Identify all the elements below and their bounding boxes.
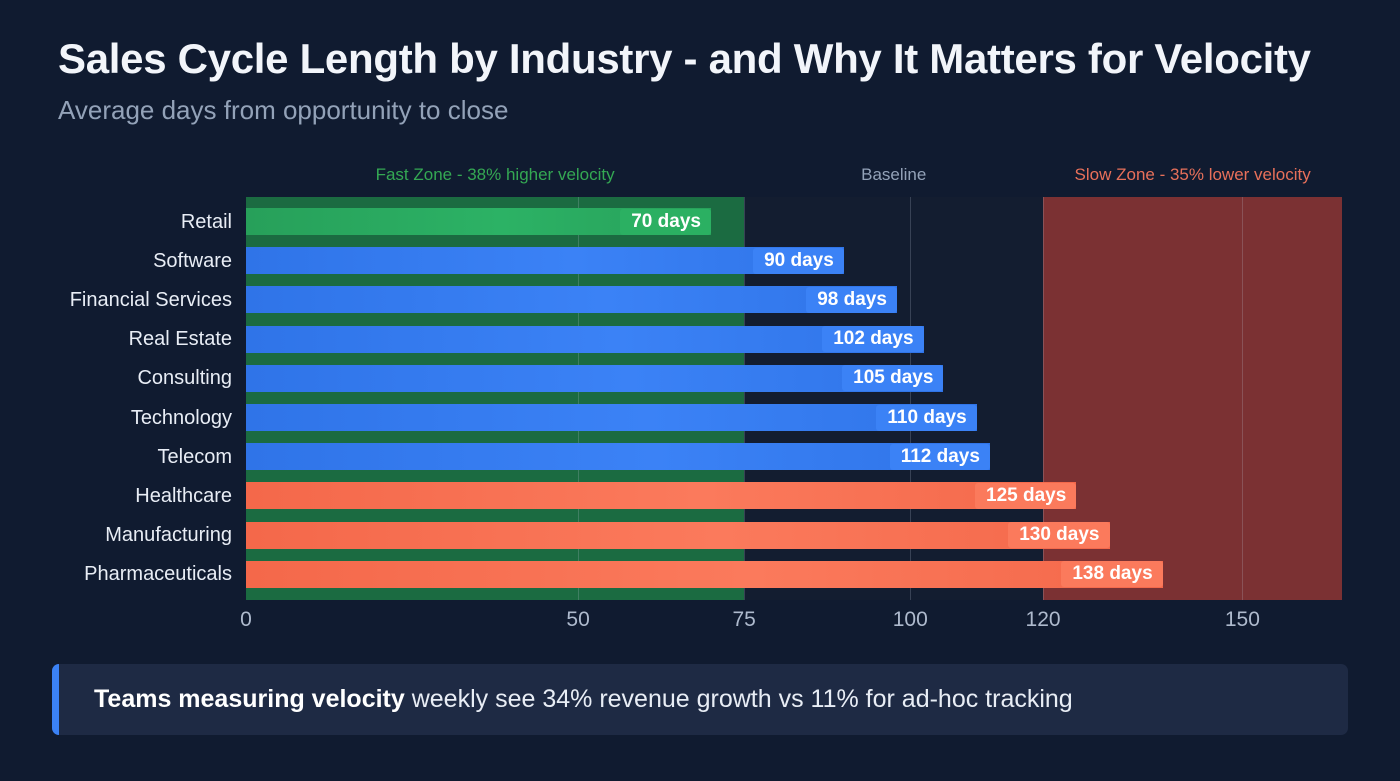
bar-technology[interactable]: 110 days	[246, 404, 977, 431]
bar-consulting[interactable]: 105 days	[246, 364, 944, 392]
footer-accent-bar	[52, 664, 59, 735]
zone-caption-fast: Fast Zone - 38% higher velocity	[375, 165, 615, 184]
chart-plot-area: 70 days 90 days 98 days 102 days 105 days 110…	[246, 197, 1342, 600]
bar-value-label: 70 days	[620, 208, 711, 235]
footer-bold-text: Teams measuring velocity	[94, 685, 405, 713]
bar-pharmaceuticals[interactable]: 138 days	[246, 560, 1163, 588]
page-subtitle: Average days from opportunity to close	[58, 95, 509, 125]
zone-caption-slow: Slow Zone - 35% lower velocity	[1074, 165, 1311, 184]
x-tick-120: 120	[1025, 608, 1061, 631]
bar-value-label: 112 days	[889, 443, 990, 470]
gridline-150	[1242, 197, 1244, 600]
category-label-financial-services: Financial Services	[69, 288, 232, 311]
bar-value-label: 102 days	[822, 326, 924, 353]
gridline-50	[578, 197, 580, 600]
category-label-telecom: Telecom	[157, 445, 232, 468]
bar-retail[interactable]: 70 days	[246, 208, 711, 235]
bar-telecom[interactable]: 112 days	[246, 443, 990, 471]
category-label-software: Software	[153, 249, 232, 272]
gridline-100	[910, 197, 912, 600]
bar-healthcare[interactable]: 125 days	[246, 482, 1077, 510]
category-label-manufacturing: Manufacturing	[105, 524, 232, 547]
bar-value-label: 138 days	[1061, 561, 1163, 588]
gridline-120	[1043, 197, 1045, 600]
zone-caption-baseline: Baseline	[861, 165, 927, 184]
x-tick-150: 150	[1224, 608, 1260, 631]
bar-value-label: 90 days	[753, 247, 844, 274]
footer-callout: Teams measuring velocity weekly see 34% …	[52, 664, 1348, 735]
category-label-retail: Retail	[180, 210, 232, 233]
x-tick-50: 50	[566, 608, 590, 631]
category-label-real-estate: Real Estate	[128, 328, 232, 351]
page-title: Sales Cycle Length by Industry - and Why…	[58, 35, 1311, 82]
bar-real-estate[interactable]: 102 days	[246, 325, 924, 353]
x-tick-75: 75	[732, 608, 756, 631]
bar-value-label: 105 days	[842, 365, 944, 392]
bar-manufacturing[interactable]: 130 days	[246, 521, 1110, 549]
footer-callout-text: Teams measuring velocity weekly see 34% …	[59, 685, 1073, 714]
bar-value-label: 130 days	[1008, 522, 1110, 549]
bar-financial-services[interactable]: 98 days	[246, 286, 897, 314]
category-label-consulting: Consulting	[137, 367, 232, 390]
bar-value-label: 110 days	[876, 404, 977, 431]
category-label-pharmaceuticals: Pharmaceuticals	[84, 563, 232, 586]
x-tick-100: 100	[892, 608, 928, 631]
bar-software[interactable]: 90 days	[246, 247, 844, 275]
bar-value-label: 98 days	[806, 286, 897, 313]
category-label-healthcare: Healthcare	[135, 484, 232, 507]
gridline-75	[744, 197, 746, 600]
bar-value-label: 125 days	[975, 482, 1077, 509]
category-label-technology: Technology	[130, 406, 232, 429]
footer-rest-text: weekly see 34% revenue growth vs 11% for…	[404, 685, 1073, 713]
x-tick-0: 0	[240, 608, 252, 631]
